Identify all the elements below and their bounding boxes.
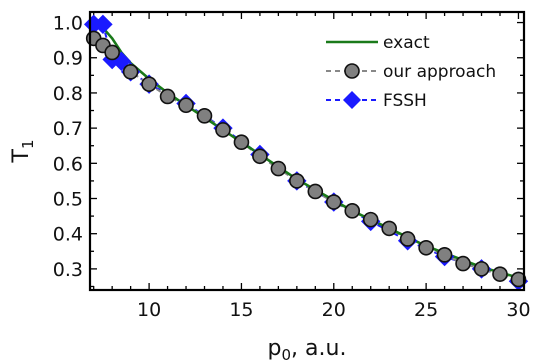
our-approach-point: [159, 88, 176, 105]
ticks-layer: 10 15 20 25 30 0.3 0.4 0.5 0.6 0.7 0.8 0.9 1.0: [53, 12, 531, 321]
our-approach-point: [122, 64, 139, 80]
x-axis-label-subscript: 0: [282, 346, 292, 364]
y-tick-label: 0.4: [53, 224, 83, 246]
legend-label: our approach: [383, 62, 496, 82]
x-axis-label: p0, a.u.: [268, 336, 347, 364]
our-approach-point: [141, 76, 157, 92]
legend-label: FSSH: [383, 91, 427, 111]
our-approach-point: [252, 148, 268, 165]
fssh-point: [93, 14, 113, 35]
legend-our-approach-marker: [344, 63, 360, 79]
series-layer: [83, 14, 529, 291]
our-approach-point: [178, 97, 194, 114]
our-approach-point: [344, 203, 361, 219]
y-tick-label: 0.6: [53, 153, 83, 175]
x-tick-label: 30: [506, 299, 530, 321]
our-approach-point: [473, 261, 490, 277]
x-tick-label: 25: [414, 299, 438, 321]
our-approach-point: [362, 211, 379, 228]
plot-frame: [88, 10, 526, 292]
our-approach-point: [270, 160, 287, 177]
y-axis-label: T1: [9, 140, 37, 164]
x-axis-label-suffix: , a.u.: [291, 336, 346, 361]
y-tick-label: 0.5: [53, 189, 83, 211]
y-axis-label-subscript: 1: [19, 140, 37, 150]
x-axis-label-main: p: [268, 336, 282, 361]
our-approach-point: [510, 271, 527, 288]
legend-fssh-marker: [343, 91, 361, 109]
y-tick-label: 0.3: [53, 259, 83, 281]
our-approach-point: [289, 173, 305, 189]
exact-line: [91, 21, 519, 279]
x-tick-label: 15: [229, 299, 253, 321]
our-approach-point: [196, 108, 213, 124]
legend: exact our approach FSSH: [326, 33, 496, 111]
x-tick-label: 20: [322, 299, 346, 321]
our-approach-point: [455, 255, 471, 272]
y-tick-label: 0.9: [53, 48, 83, 70]
our-approach-point: [325, 194, 342, 210]
our-approach-point: [381, 220, 397, 237]
y-tick-label: 1.0: [53, 13, 83, 35]
x-tick-label: 10: [137, 299, 161, 321]
our-approach-point: [307, 183, 324, 200]
y-tick-label: 0.8: [53, 83, 83, 105]
our-approach-point: [436, 247, 453, 263]
our-approach-point: [492, 266, 508, 282]
y-tick-label: 0.7: [53, 118, 83, 140]
y-axis-label-main: T: [9, 149, 34, 164]
our-approach-point: [418, 239, 434, 256]
our-approach-point: [233, 134, 250, 151]
our-approach-point: [104, 44, 120, 61]
our-approach-point: [399, 231, 416, 247]
our-approach-point: [215, 122, 231, 138]
legend-label: exact: [383, 33, 430, 53]
